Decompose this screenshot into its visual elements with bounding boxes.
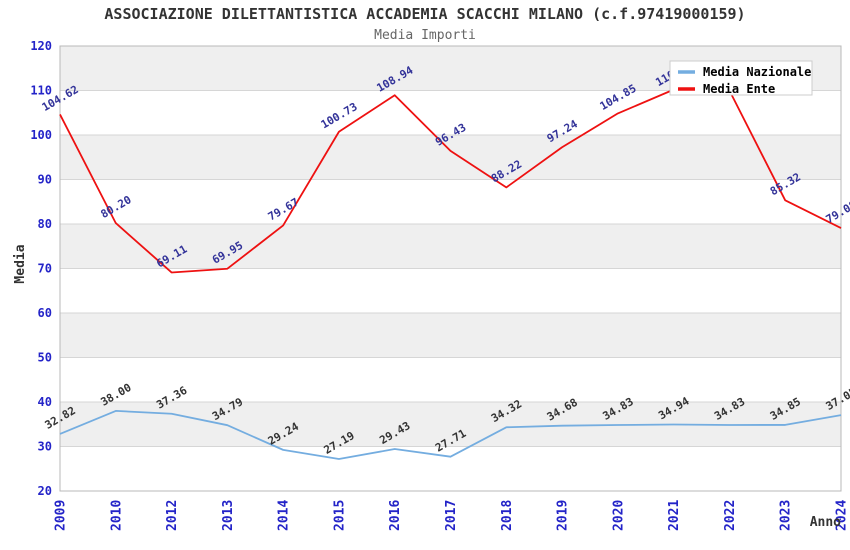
series-line-media-nazionale bbox=[59, 409, 842, 460]
grid-band bbox=[60, 135, 841, 180]
data-label: 79.08 bbox=[824, 198, 850, 226]
x-tick-label: 2017 bbox=[444, 500, 459, 531]
plot-border bbox=[59, 45, 842, 492]
grid-band bbox=[60, 313, 841, 358]
x-tick-label: 2022 bbox=[723, 500, 738, 531]
legend: Media Nazionale Media Ente bbox=[669, 60, 813, 96]
y-tick-label: 80 bbox=[38, 217, 52, 231]
y-tick-label: 60 bbox=[38, 306, 52, 320]
y-tick-label: 50 bbox=[38, 351, 52, 365]
plot-border-rect bbox=[59, 45, 842, 492]
background-bands bbox=[60, 46, 841, 447]
y-tick-label: 70 bbox=[38, 262, 52, 276]
data-label: 100.73 bbox=[319, 100, 360, 131]
x-axis-tick-labels: 2009 2010 2012 2013 2014 2015 2016 2017 2018 2019… bbox=[54, 500, 850, 531]
chart-title: ASSOCIAZIONE DILETTANTISTICA ACCADEMIA S… bbox=[104, 5, 745, 23]
x-tick-label: 2024 bbox=[835, 500, 850, 531]
x-tick-label: 2012 bbox=[165, 500, 180, 531]
x-tick-label: 2013 bbox=[221, 500, 236, 531]
data-label: 37.05 bbox=[824, 385, 850, 413]
legend-label: Media Nazionale bbox=[703, 65, 811, 79]
y-tick-label: 100 bbox=[30, 128, 52, 142]
x-tick-label: 2016 bbox=[388, 500, 403, 531]
x-tick-label: 2015 bbox=[332, 500, 347, 531]
data-label: 80.20 bbox=[98, 193, 133, 221]
gridlines bbox=[60, 90, 841, 447]
x-tick-label: 2010 bbox=[109, 500, 124, 531]
y-axis-title: Media bbox=[13, 244, 28, 283]
y-tick-label: 90 bbox=[38, 173, 52, 187]
x-tick-label: 2021 bbox=[667, 500, 682, 531]
x-tick-label: 2020 bbox=[611, 500, 626, 531]
y-tick-label: 20 bbox=[38, 484, 52, 498]
x-tick-label: 2018 bbox=[500, 500, 515, 531]
y-tick-label: 40 bbox=[38, 395, 52, 409]
legend-box bbox=[669, 60, 813, 96]
x-tick-label: 2009 bbox=[54, 500, 69, 531]
y-tick-label: 120 bbox=[30, 39, 52, 53]
y-tick-label: 30 bbox=[38, 440, 52, 454]
x-tick-label: 2023 bbox=[779, 500, 794, 531]
chart-subtitle: Media Importi bbox=[374, 28, 476, 43]
y-axis-tick-labels: 20 30 40 50 60 70 80 90 100 110 120 bbox=[30, 39, 52, 498]
x-tick-label: 2014 bbox=[277, 500, 292, 531]
grid-band bbox=[60, 224, 841, 269]
x-tick-label: 2019 bbox=[556, 500, 571, 531]
x-axis-title: Anno bbox=[810, 515, 841, 530]
legend-label: Media Ente bbox=[703, 82, 775, 96]
data-label: 79.67 bbox=[266, 196, 301, 224]
y-tick-label: 110 bbox=[30, 84, 52, 98]
